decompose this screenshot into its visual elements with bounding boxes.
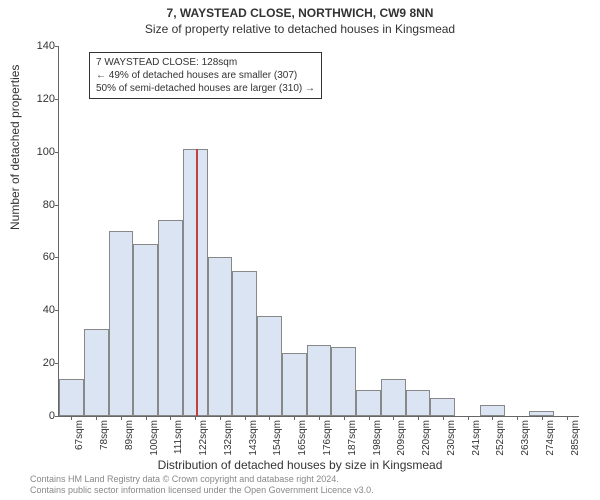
y-tick-mark: [55, 416, 59, 417]
x-tick-label: 132sqm: [223, 420, 234, 456]
x-tick-mark: [517, 416, 518, 420]
annotation-box: 7 WAYSTEAD CLOSE: 128sqm← 49% of detache…: [89, 52, 322, 99]
x-tick-label: 187sqm: [347, 420, 358, 456]
x-tick-label: 165sqm: [297, 420, 308, 456]
x-tick-label: 274sqm: [545, 420, 556, 456]
histogram-bar: [356, 390, 381, 416]
x-tick-label: 89sqm: [124, 420, 135, 450]
chart-title-sub: Size of property relative to detached ho…: [0, 20, 600, 36]
x-tick-label: 78sqm: [99, 420, 110, 450]
chart-title-main: 7, WAYSTEAD CLOSE, NORTHWICH, CW9 8NN: [0, 0, 600, 20]
y-tick-mark: [55, 363, 59, 364]
histogram-bar: [133, 244, 158, 416]
x-tick-mark: [418, 416, 419, 420]
y-axis-label: Number of detached properties: [8, 65, 22, 230]
histogram-bar: [282, 353, 307, 416]
annotation-line: 7 WAYSTEAD CLOSE: 128sqm: [96, 56, 315, 69]
x-tick-label: 220sqm: [421, 420, 432, 456]
histogram-bar: [84, 329, 109, 416]
y-tick-mark: [55, 257, 59, 258]
y-tick-mark: [55, 310, 59, 311]
histogram-bar: [59, 379, 84, 416]
x-tick-label: 252sqm: [495, 420, 506, 456]
histogram-bar: [257, 316, 282, 416]
y-tick-mark: [55, 99, 59, 100]
x-tick-mark: [269, 416, 270, 420]
footer-line-1: Contains HM Land Registry data © Crown c…: [30, 474, 374, 485]
y-tick-mark: [55, 46, 59, 47]
x-tick-label: 230sqm: [446, 420, 457, 456]
x-tick-label: 241sqm: [471, 420, 482, 456]
histogram-bar: [158, 220, 183, 416]
x-axis-label: Distribution of detached houses by size …: [0, 458, 600, 472]
x-tick-label: 176sqm: [322, 420, 333, 456]
x-tick-mark: [294, 416, 295, 420]
x-tick-mark: [245, 416, 246, 420]
x-tick-label: 100sqm: [149, 420, 160, 456]
histogram-bar: [232, 271, 257, 416]
x-tick-mark: [567, 416, 568, 420]
x-tick-label: 285sqm: [570, 420, 581, 456]
histogram-bar: [406, 390, 431, 416]
histogram-bar: [480, 405, 505, 416]
histogram-bar: [208, 257, 233, 416]
x-tick-mark: [468, 416, 469, 420]
annotation-line: ← 49% of detached houses are smaller (30…: [96, 69, 315, 82]
histogram-bar: [307, 345, 332, 416]
x-tick-mark: [344, 416, 345, 420]
x-tick-mark: [170, 416, 171, 420]
histogram-bar: [331, 347, 356, 416]
x-tick-label: 143sqm: [248, 420, 259, 456]
chart-container: 7, WAYSTEAD CLOSE, NORTHWICH, CW9 8NN Si…: [0, 0, 600, 500]
x-tick-mark: [542, 416, 543, 420]
histogram-bar: [109, 231, 134, 416]
x-tick-mark: [393, 416, 394, 420]
y-tick-mark: [55, 205, 59, 206]
histogram-bar: [430, 398, 455, 417]
x-tick-mark: [71, 416, 72, 420]
x-tick-mark: [443, 416, 444, 420]
x-tick-mark: [220, 416, 221, 420]
histogram-bar: [183, 149, 208, 416]
x-tick-mark: [121, 416, 122, 420]
x-tick-mark: [96, 416, 97, 420]
annotation-line: 50% of semi-detached houses are larger (…: [96, 82, 315, 95]
x-tick-label: 263sqm: [520, 420, 531, 456]
x-tick-label: 154sqm: [272, 420, 283, 456]
x-tick-label: 198sqm: [372, 420, 383, 456]
x-tick-mark: [492, 416, 493, 420]
highlight-line: [196, 149, 198, 416]
histogram-bar: [381, 379, 406, 416]
x-tick-label: 209sqm: [396, 420, 407, 456]
x-tick-label: 111sqm: [173, 420, 184, 454]
x-tick-mark: [319, 416, 320, 420]
footer-line-2: Contains public sector information licen…: [30, 485, 374, 496]
x-tick-mark: [369, 416, 370, 420]
x-tick-label: 122sqm: [198, 420, 209, 456]
x-tick-label: 67sqm: [74, 420, 85, 450]
footer-attribution: Contains HM Land Registry data © Crown c…: [30, 474, 374, 496]
x-tick-mark: [195, 416, 196, 420]
plot-area: 7 WAYSTEAD CLOSE: 128sqm← 49% of detache…: [58, 46, 579, 417]
x-tick-mark: [146, 416, 147, 420]
y-tick-mark: [55, 152, 59, 153]
